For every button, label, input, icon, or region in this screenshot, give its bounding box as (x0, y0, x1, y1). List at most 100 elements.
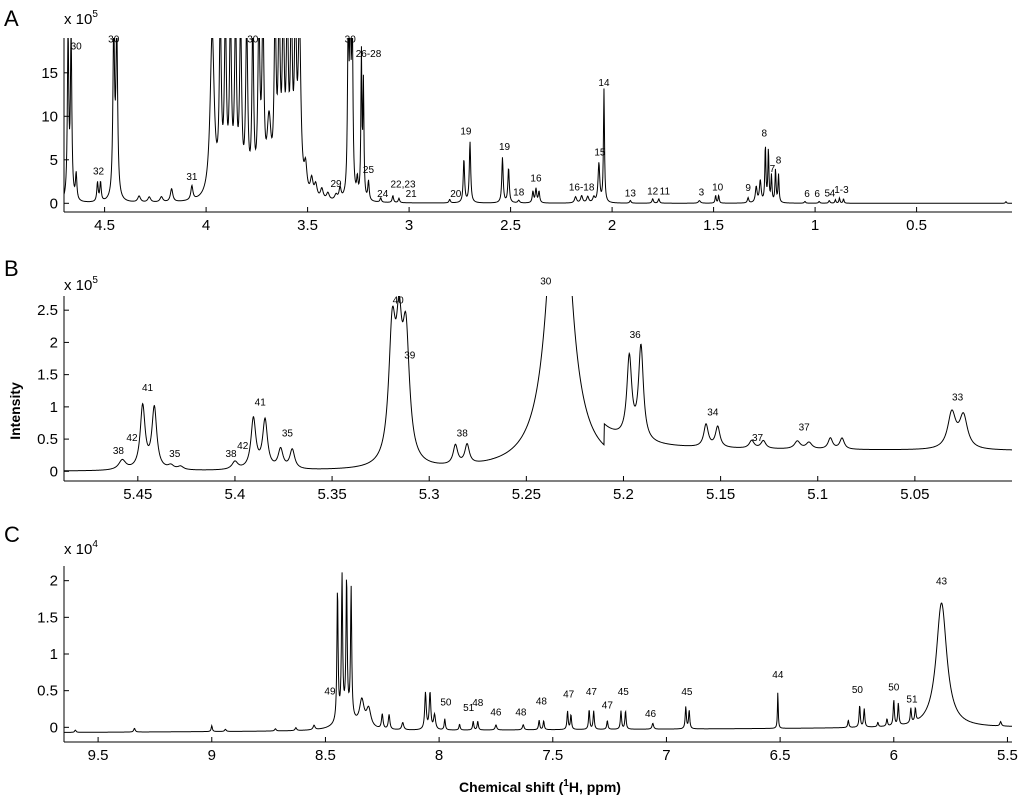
peak-label: 5 (824, 188, 830, 199)
peak-label: 8 (762, 128, 768, 139)
peak-label: 4 (830, 188, 836, 199)
x-tick-label: 1.5 (703, 217, 724, 234)
x-tick-label: 2.5 (500, 217, 521, 234)
x-tick-label: 5.25 (512, 486, 541, 503)
peak-label: 22,23 (390, 180, 415, 191)
peak-label: 13 (625, 188, 637, 199)
x-tick-label: 3 (405, 217, 413, 234)
panel-label-a: A (4, 6, 19, 31)
x-tick-label: 2 (608, 217, 616, 234)
x-axis-title: Chemical shift (1H, ppm) (459, 778, 621, 795)
y-scale-label: x 105 (64, 9, 98, 28)
peak-label: 1-3 (834, 185, 849, 196)
peak-label: 47 (563, 689, 575, 700)
x-tick-label: 7 (662, 747, 670, 764)
y-tick-label: 0 (50, 719, 58, 736)
y-axis-title: Intensity (7, 382, 23, 440)
spectrum-line (64, 572, 1012, 733)
y-tick-label: 0.5 (37, 431, 58, 448)
y-scale-label: x 104 (64, 539, 98, 558)
x-tick-label: 5.35 (317, 486, 346, 503)
peak-label: 12 (647, 187, 659, 198)
x-tick-label: 4.5 (94, 217, 115, 234)
peak-label: 11 (660, 187, 671, 198)
spectrum-line (64, 296, 1012, 472)
x-tick-label: 5.3 (419, 486, 440, 503)
peak-label: 30 (540, 276, 552, 287)
peak-label: 25 (363, 165, 375, 176)
peak-label: 38 (226, 449, 238, 460)
peak-label: 48 (536, 697, 548, 708)
peak-label: 50 (440, 697, 452, 708)
peak-label: 44 (772, 670, 784, 681)
peak-label: 35 (282, 429, 294, 440)
peak-label: 41 (255, 398, 267, 409)
peak-label: 46 (490, 708, 502, 719)
peak-label: 46 (645, 709, 657, 720)
peak-label: 40 (393, 296, 405, 307)
peak-label: 45 (618, 687, 630, 698)
x-tick-label: 7.5 (542, 747, 563, 764)
peak-label: 43 (936, 576, 948, 587)
x-tick-label: 5.1 (807, 486, 828, 503)
peak-label: 8 (776, 155, 782, 166)
x-tick-label: 8 (435, 747, 443, 764)
peak-label: 38 (457, 429, 469, 440)
peak-label: 51 (906, 694, 918, 705)
peak-label: 3 (699, 187, 705, 198)
peak-label: 21 (406, 189, 418, 200)
x-tick-label: 9.5 (88, 747, 109, 764)
peak-label: 30 (71, 41, 83, 52)
x-tick-label: 5.05 (900, 486, 929, 503)
peak-label: 30 (108, 34, 120, 45)
peak-label: 32 (93, 167, 105, 178)
peak-label: 42 (126, 433, 138, 444)
peak-label: 38 (113, 446, 125, 457)
peak-label: 39 (404, 351, 416, 362)
x-axis-title-superscript: 1 (563, 778, 569, 789)
peak-label: 35 (169, 449, 181, 460)
peak-label: 33 (952, 392, 964, 403)
peak-label: 6 (814, 189, 820, 200)
peak-label: 37 (799, 423, 811, 434)
peak-label: 41 (142, 383, 154, 394)
y-tick-label: 0 (50, 463, 58, 480)
peak-label: 30 (345, 34, 357, 45)
peak-label: 9 (745, 183, 751, 194)
y-scale-label: x 105 (64, 275, 98, 294)
x-tick-label: 5.4 (225, 486, 246, 503)
peak-label: 10 (712, 182, 724, 193)
panel-c: Cx 104 9.5 9 8.5 8 7.5 7 6.5 6 5.5 0 0.5 1 1.5 2 49 50 51… (4, 522, 1018, 764)
peak-label: 20 (450, 189, 462, 200)
x-tick-label: 5.5 (997, 747, 1018, 764)
x-tick-label: 5.15 (706, 486, 735, 503)
peak-label: 14 (598, 78, 610, 89)
panel-label-b: B (4, 256, 19, 281)
x-tick-label: 6.5 (770, 747, 791, 764)
x-tick-label: 5.2 (613, 486, 634, 503)
peak-label: 36 (630, 330, 642, 341)
peak-label: 31 (186, 172, 198, 183)
y-tick-label: 0.5 (37, 683, 58, 700)
x-tick-label: 3.5 (297, 217, 318, 234)
y-tick-label: 5 (50, 152, 58, 169)
peak-label: 26-28 (356, 49, 382, 60)
peak-label: 48 (515, 708, 527, 719)
peak-label: 50 (852, 685, 864, 696)
peak-label: 45 (681, 687, 693, 698)
x-tick-label: 4 (202, 217, 210, 234)
peak-label: 30 (247, 34, 259, 45)
x-tick-label: 9 (208, 747, 216, 764)
peak-label: 42 (237, 441, 249, 452)
y-tick-label: 2.5 (37, 302, 58, 319)
x-tick-label: 1 (811, 217, 819, 234)
spectrum-line (64, 38, 1012, 204)
peak-label: 16-18 (569, 182, 595, 193)
x-tick-label: 8.5 (315, 747, 336, 764)
peak-label: 7 (770, 164, 776, 175)
y-tick-label: 0 (50, 195, 58, 212)
panel-b: Bx 105 5.45 5.4 5.35 5.3 5.25 5.2 5.15 5.1 5.05 0 0… (4, 256, 1012, 503)
